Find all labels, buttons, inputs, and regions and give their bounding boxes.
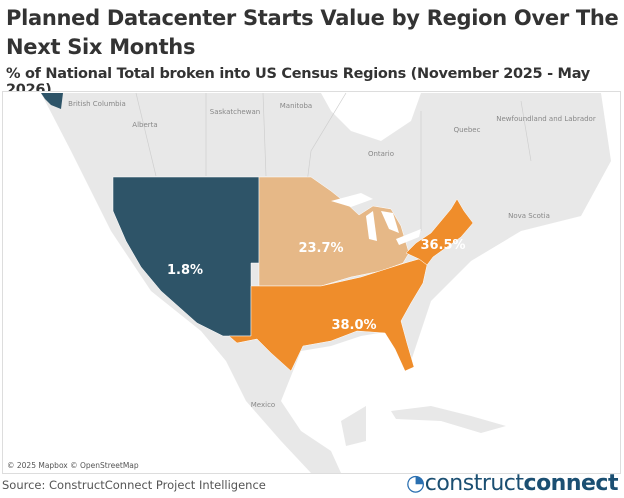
- chart-title: Planned Datacenter Starts Value by Regio…: [6, 6, 619, 59]
- label-saskatchewan: Saskatchewan: [210, 108, 260, 116]
- land-caribbean: [391, 406, 506, 433]
- region-alaska-panhandle[interactable]: [41, 93, 63, 109]
- hudson-bay: [321, 93, 421, 141]
- value-label-south: 38.0%: [331, 318, 376, 333]
- region-value-labels: 1.8% 23.7% 36.5% 38.0%: [167, 238, 466, 333]
- value-label-west: 1.8%: [167, 263, 203, 278]
- logo-text-2: connect: [523, 471, 619, 496]
- label-nova-scotia: Nova Scotia: [508, 212, 550, 220]
- label-ontario: Ontario: [368, 150, 394, 158]
- value-label-northeast: 36.5%: [420, 238, 465, 253]
- logo-text-1: construct: [424, 471, 524, 496]
- label-alberta: Alberta: [132, 121, 157, 129]
- region-northeast[interactable]: [405, 198, 474, 266]
- great-lakes: [331, 193, 421, 245]
- label-quebec: Quebec: [454, 126, 481, 134]
- gulf-of-mexico: [301, 341, 396, 406]
- map-canvas: British Columbia Alberta Saskatchewan Ma…: [41, 92, 611, 473]
- constructconnect-logo: ◔constructconnect: [406, 471, 618, 496]
- region-south[interactable]: [228, 258, 428, 372]
- value-label-midwest: 23.7%: [298, 241, 343, 256]
- region-west[interactable]: [112, 176, 260, 337]
- basemap-labels: British Columbia Alberta Saskatchewan Ma…: [68, 100, 596, 409]
- logo-icon: ◔: [406, 471, 425, 496]
- source-note: Source: ConstructConnect Project Intelli…: [2, 478, 266, 492]
- region-shapes: [41, 93, 474, 372]
- label-newfoundland: Newfoundland and Labrador: [496, 115, 596, 123]
- map[interactable]: British Columbia Alberta Saskatchewan Ma…: [2, 91, 621, 474]
- label-mexico: Mexico: [251, 401, 275, 409]
- label-manitoba: Manitoba: [280, 102, 312, 110]
- land-yucatan: [341, 406, 366, 446]
- map-attribution[interactable]: © 2025 Mapbox © OpenStreetMap: [7, 461, 139, 470]
- label-british-columbia: British Columbia: [68, 100, 126, 108]
